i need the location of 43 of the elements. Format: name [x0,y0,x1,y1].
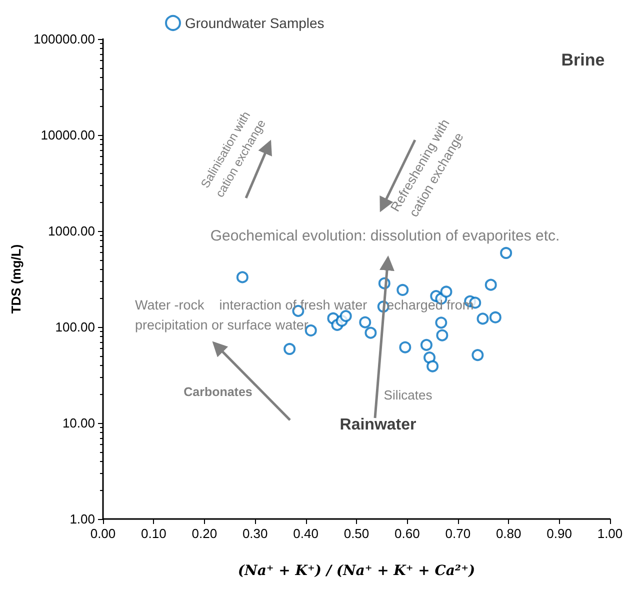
x-axis-title: (Na⁺ + K⁺) / (Na⁺ + K⁺ + Ca²⁺) [238,563,476,579]
point [472,349,484,362]
point [436,329,448,342]
x-tick-label: 0.00 [90,526,116,541]
y-tick-label: 100000.00 [34,32,95,46]
point [435,316,448,329]
y-tick-label: 100.00 [55,320,95,334]
point [284,343,296,355]
x-tick-label: 0.20 [192,526,218,541]
x-tick-label: 0.80 [496,526,522,541]
y-tick-label: 10000.00 [40,128,95,142]
x-tick-label: 0.40 [293,526,318,541]
point [420,338,432,351]
point [426,360,439,372]
point [399,341,412,354]
point [236,271,248,284]
x-tick-label: 1.00 [597,526,623,541]
y-tick-label: 10.00 [62,416,95,430]
point [340,310,352,322]
x-tick-label: 0.70 [445,526,471,541]
point [424,352,436,364]
annotation: Carbonates [184,385,252,399]
y-axis-title: TDS (mg/L) [8,244,24,314]
x-tick-label: 0.60 [394,526,420,541]
x-tick-label: 0.10 [141,526,166,541]
annotation: Rainwater [340,416,416,434]
y-tick-label: 1000.00 [48,224,95,238]
point [364,326,377,339]
annotation: Silicates [384,388,433,402]
point [440,286,452,298]
point [489,311,502,324]
point [476,312,489,325]
x-tick-label: 0.50 [344,526,370,541]
annotation: Brine [561,50,605,70]
point [484,278,497,291]
point [359,316,372,328]
x-tick-label: 0.30 [242,526,268,541]
x-tick-label: 0.90 [546,526,572,541]
point [396,284,409,296]
legend-label: Groundwater Samples [185,15,324,31]
point [500,247,512,259]
y-tick-label: 1.00 [70,512,95,526]
annotation: Geochemical evolution: dissolution of evaporites etc. [210,228,560,244]
